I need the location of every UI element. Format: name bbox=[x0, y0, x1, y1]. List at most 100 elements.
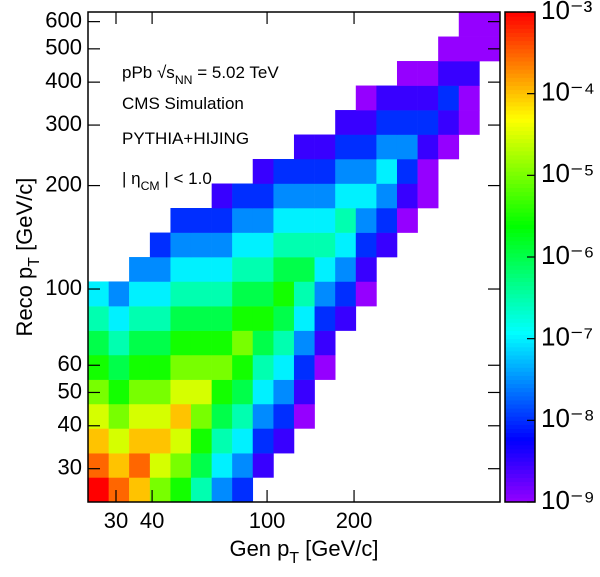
heatmap-cell bbox=[170, 428, 192, 454]
y-tick-label: 600 bbox=[45, 7, 82, 32]
heatmap-cell bbox=[149, 330, 171, 356]
colorbar-swatch bbox=[505, 461, 535, 466]
colorbar-swatch bbox=[505, 85, 535, 91]
colorbar-swatch bbox=[505, 493, 535, 499]
heatmap-cell bbox=[190, 379, 212, 405]
annotation-part: | < 1.0 bbox=[160, 169, 212, 188]
colorbar-swatch bbox=[505, 110, 535, 115]
heatmap-cells bbox=[88, 12, 501, 503]
heatmap-cell bbox=[211, 183, 233, 209]
colorbar-swatch bbox=[505, 346, 535, 352]
colorbar-swatch bbox=[505, 232, 535, 238]
heatmap-cell bbox=[190, 257, 212, 282]
colorbar-swatch bbox=[505, 244, 535, 250]
heatmap-cell bbox=[252, 257, 274, 282]
colorbar-swatch bbox=[505, 163, 535, 168]
colorbar-swatch bbox=[505, 208, 535, 213]
colorbar-swatch bbox=[505, 404, 535, 409]
x-axis-title-part: [GeV/c] bbox=[299, 536, 378, 561]
heatmap-cell bbox=[273, 257, 295, 282]
colorbar-swatch bbox=[505, 36, 535, 42]
colorbar-swatch bbox=[505, 489, 535, 495]
heatmap-cell bbox=[417, 110, 439, 135]
heatmap-cell bbox=[211, 281, 233, 307]
heatmap-cell bbox=[190, 428, 212, 454]
heatmap-cell bbox=[417, 85, 439, 111]
heatmap-cell bbox=[232, 257, 254, 282]
colorbar-swatch bbox=[505, 281, 535, 287]
heatmap-cell bbox=[252, 354, 274, 380]
colorbar-swatch bbox=[505, 138, 535, 144]
colorbar-swatch bbox=[505, 93, 535, 99]
heatmap-cell bbox=[479, 12, 501, 37]
heatmap-cell bbox=[458, 85, 480, 111]
heatmap-cell bbox=[335, 110, 357, 135]
heatmap-cell bbox=[190, 281, 212, 307]
heatmap-cell bbox=[355, 183, 377, 209]
annotation-part: CM bbox=[141, 179, 160, 193]
colorbar-swatch bbox=[505, 440, 535, 446]
colorbar-swatch bbox=[505, 473, 535, 478]
heatmap-cell bbox=[355, 110, 377, 135]
y-tick-label: 500 bbox=[45, 35, 82, 60]
colorbar-swatch bbox=[505, 20, 535, 25]
heatmap-cell bbox=[129, 306, 151, 331]
heatmap-cell bbox=[108, 281, 130, 307]
heatmap-cell bbox=[190, 306, 212, 331]
colorbar-tick-label: 10⁻⁴ bbox=[541, 77, 595, 107]
heatmap-cell bbox=[252, 403, 274, 429]
colorbar-swatch bbox=[505, 175, 535, 180]
y-tick-label: 50 bbox=[58, 378, 82, 403]
colorbar-swatch bbox=[505, 412, 535, 417]
y-tick-label: 40 bbox=[58, 412, 82, 437]
heatmap-cell bbox=[252, 330, 274, 356]
heatmap-cell bbox=[170, 477, 192, 503]
heatmap-cell bbox=[129, 281, 151, 307]
heatmap-cell bbox=[170, 257, 192, 282]
heatmap-cell bbox=[335, 208, 357, 233]
colorbar-swatch bbox=[505, 44, 535, 50]
heatmap-cell bbox=[170, 208, 192, 233]
annotation: pPb √sNN = 5.02 TeV bbox=[122, 63, 279, 87]
colorbar-swatch bbox=[505, 191, 535, 197]
heatmap-cell bbox=[458, 36, 480, 62]
heatmap-cell bbox=[88, 306, 109, 331]
heatmap-cell bbox=[376, 232, 398, 258]
x-tick-label: 40 bbox=[140, 508, 164, 533]
heatmap-cell bbox=[149, 306, 171, 331]
heatmap-cell bbox=[355, 281, 377, 307]
heatmap-cell bbox=[232, 354, 254, 380]
heatmap-cell bbox=[149, 354, 171, 380]
colorbar-swatch bbox=[505, 293, 535, 299]
colorbar-swatch bbox=[505, 359, 535, 364]
heatmap-cell bbox=[129, 379, 151, 405]
heatmap-cell bbox=[458, 110, 480, 135]
heatmap-cell bbox=[88, 354, 109, 380]
colorbar-swatch bbox=[505, 32, 535, 37]
heatmap-cell bbox=[88, 330, 109, 356]
heatmap-cell bbox=[129, 257, 151, 282]
heatmap-cell bbox=[396, 158, 418, 184]
heatmap-cell bbox=[335, 134, 357, 160]
colorbar-swatch bbox=[505, 285, 535, 291]
colorbar-swatch bbox=[505, 150, 535, 156]
colorbar-swatch bbox=[505, 216, 535, 221]
heatmap-cell bbox=[252, 453, 274, 478]
heatmap-cell bbox=[88, 477, 109, 503]
colorbar-swatch bbox=[505, 371, 535, 376]
heatmap-cell bbox=[273, 379, 295, 405]
colorbar-swatch bbox=[505, 273, 535, 278]
colorbar-swatch bbox=[505, 436, 535, 442]
annotation-part: pPb √s bbox=[122, 63, 175, 82]
colorbar-swatch bbox=[505, 16, 535, 21]
colorbar-swatch bbox=[505, 301, 535, 307]
colorbar-swatch bbox=[505, 289, 535, 295]
heatmap-cell bbox=[273, 232, 295, 258]
heatmap-cell bbox=[129, 403, 151, 429]
heatmap-cell bbox=[211, 403, 233, 429]
colorbar-swatch bbox=[505, 97, 535, 103]
colorbar-swatch bbox=[505, 265, 535, 270]
heatmap-cell bbox=[273, 183, 295, 209]
heatmap-cell bbox=[293, 183, 315, 209]
heatmap-cell bbox=[314, 354, 336, 380]
